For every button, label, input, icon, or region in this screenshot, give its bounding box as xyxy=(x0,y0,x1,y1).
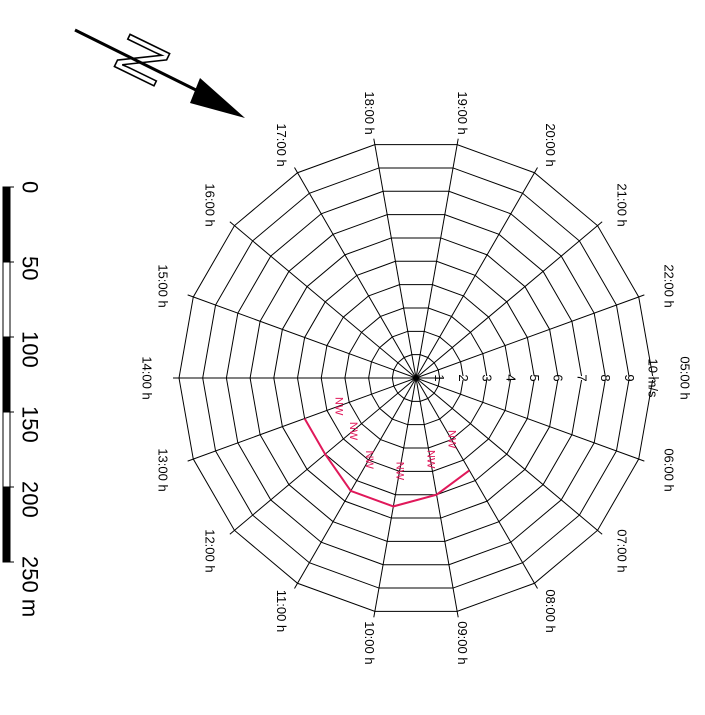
grid-spoke xyxy=(415,377,603,535)
grid-spoke xyxy=(294,167,417,379)
scale-bar-segment xyxy=(2,186,11,263)
hour-label: 16:00 h xyxy=(202,183,217,226)
grid-spoke xyxy=(415,138,459,379)
hour-label: 14:00 h xyxy=(140,356,155,399)
direction-label: NW xyxy=(347,422,359,441)
scale-bar-segment xyxy=(2,261,11,338)
grid-spoke xyxy=(229,221,417,379)
hour-label: 13:00 h xyxy=(156,448,171,491)
grid-spoke xyxy=(415,294,645,379)
hour-label: 17:00 h xyxy=(274,123,289,166)
hour-label: 19:00 h xyxy=(455,91,470,134)
north-arrow-shaft xyxy=(74,28,201,94)
series-line xyxy=(303,418,470,508)
direction-label: NW xyxy=(424,450,436,469)
hour-label: 20:00 h xyxy=(543,123,558,166)
hour-label: 06:00 h xyxy=(661,448,676,491)
scale-bar-label: 100 xyxy=(18,331,43,368)
grid-spoke xyxy=(415,377,538,589)
ring-label: 1 xyxy=(432,374,447,381)
hour-label: 18:00 h xyxy=(362,91,377,134)
hour-label: 10:00 h xyxy=(362,621,377,664)
ring-label: 2 xyxy=(456,374,471,381)
scale-bar-segment xyxy=(2,336,11,413)
scale-bar-label: 0 xyxy=(18,181,43,193)
hour-label: 22:00 h xyxy=(661,264,676,307)
grid-spoke xyxy=(373,377,417,618)
scale-bar-label: 200 xyxy=(18,481,43,518)
direction-label: NW xyxy=(363,451,375,470)
ring-label: 8 xyxy=(598,374,613,381)
ring-label: 6 xyxy=(551,374,566,381)
radar-grid: 1 2 3 4 5 6 7 8 9 10 m/s 05:00 h 06:00 h 07:00 h 08:0… xyxy=(140,91,693,664)
scale-bar-segment xyxy=(2,411,11,488)
hour-label: 05:00 h xyxy=(678,356,693,399)
scale-bar-label: 250 m xyxy=(18,556,43,617)
ring-label: 3 xyxy=(480,374,495,381)
direction-label: NW xyxy=(394,462,406,481)
scale-bar-label: 50 xyxy=(18,256,43,280)
hour-label: 21:00 h xyxy=(615,183,630,226)
ring-label: 5 xyxy=(527,374,542,381)
hour-label: 07:00 h xyxy=(615,529,630,572)
ring-label: 7 xyxy=(574,374,589,381)
ring-label: 9 xyxy=(622,374,637,381)
ring-label: 10 m/s xyxy=(646,358,661,398)
direction-label: NW xyxy=(445,430,457,449)
hour-label: 09:00 h xyxy=(455,621,470,664)
grid-spoke xyxy=(415,377,645,462)
ring-label: 4 xyxy=(503,374,518,381)
grid-spoke xyxy=(415,221,603,379)
grid-spoke xyxy=(229,377,417,535)
hour-label: 15:00 h xyxy=(156,264,171,307)
grid-spoke xyxy=(373,138,417,379)
scale-bar: 0 50 100 150 200 250 m xyxy=(2,181,43,617)
grid-spoke xyxy=(294,377,417,589)
grid-spoke xyxy=(187,377,417,462)
grid-spoke xyxy=(415,167,538,379)
hour-label: 12:00 h xyxy=(202,529,217,572)
scale-bar-label: 150 xyxy=(18,406,43,443)
scale-bar-segment xyxy=(2,486,11,563)
north-arrow-letter: N xyxy=(100,23,185,96)
hour-label: 11:00 h xyxy=(274,590,289,632)
north-arrow: N xyxy=(74,23,245,118)
hour-label: 08:00 h xyxy=(543,589,558,632)
grid-spoke xyxy=(187,294,417,379)
north-arrow-head xyxy=(190,78,245,118)
direction-label: NW xyxy=(333,397,345,416)
grid-spoke xyxy=(415,377,459,618)
